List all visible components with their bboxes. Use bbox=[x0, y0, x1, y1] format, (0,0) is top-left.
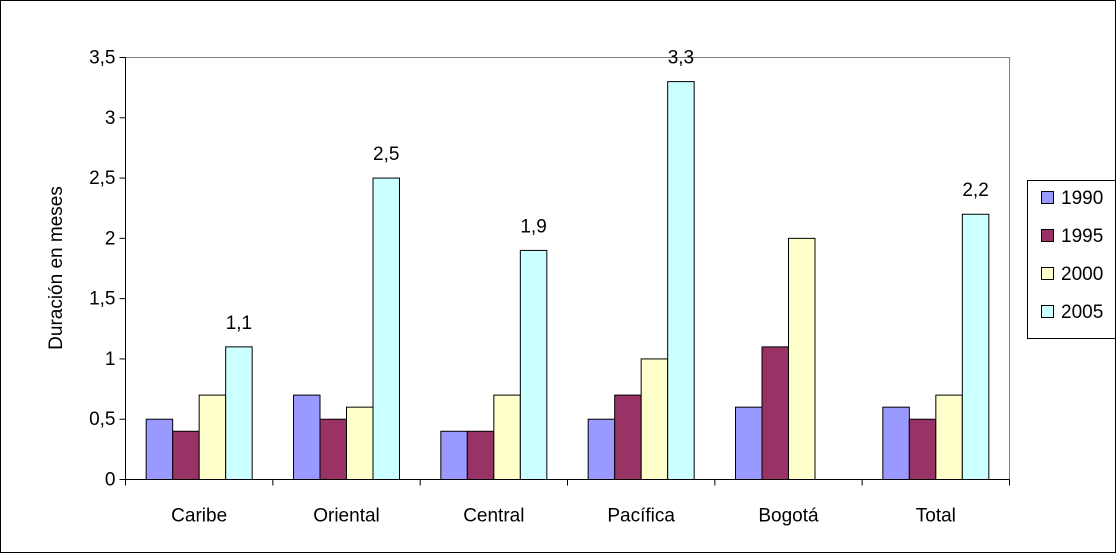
x-category-label: Oriental bbox=[313, 506, 380, 527]
bar-2005-oriental bbox=[373, 178, 400, 479]
x-category-label: Central bbox=[463, 506, 524, 527]
data-label: 2,5 bbox=[373, 144, 399, 165]
legend-label: 1995 bbox=[1061, 226, 1103, 247]
bar-2000-pacífica bbox=[641, 359, 668, 480]
x-category-label: Bogotá bbox=[758, 506, 819, 527]
bar-2005-caribe bbox=[226, 347, 253, 480]
bar-1990-total bbox=[883, 407, 910, 479]
bar-1990-caribe bbox=[146, 419, 173, 479]
x-category-label: Total bbox=[916, 506, 956, 527]
bar-1995-total bbox=[909, 419, 936, 479]
bar-2000-central bbox=[494, 395, 521, 479]
bar-2000-oriental bbox=[347, 407, 374, 479]
legend-label: 2005 bbox=[1061, 302, 1103, 323]
bar-1990-bogotá bbox=[736, 407, 763, 479]
bar-1995-bogotá bbox=[762, 347, 789, 480]
data-label: 2,2 bbox=[962, 180, 988, 201]
legend-swatch bbox=[1042, 192, 1054, 204]
bar-2005-central bbox=[520, 250, 547, 479]
y-tick-label: 2,5 bbox=[89, 168, 115, 189]
legend-label: 1990 bbox=[1061, 188, 1103, 209]
x-category-label: Pacífica bbox=[607, 506, 675, 527]
y-tick-label: 0 bbox=[105, 470, 116, 491]
bar-1995-central bbox=[467, 431, 494, 479]
y-tick-label: 1 bbox=[105, 349, 116, 370]
y-tick-label: 0,5 bbox=[89, 409, 115, 430]
bar-2000-bogotá bbox=[789, 238, 816, 479]
y-axis-title: Duración en meses bbox=[46, 186, 67, 350]
bar-1990-central bbox=[441, 431, 468, 479]
y-tick-label: 2 bbox=[105, 228, 116, 249]
bar-1990-oriental bbox=[294, 395, 321, 479]
bar-2000-total bbox=[936, 395, 963, 479]
bar-2005-total bbox=[962, 214, 989, 479]
bar-1995-oriental bbox=[320, 419, 347, 479]
legend-swatch bbox=[1042, 230, 1054, 242]
legend-label: 2000 bbox=[1061, 264, 1103, 285]
bar-1995-pacífica bbox=[615, 395, 642, 479]
x-category-label: Caribe bbox=[171, 506, 227, 527]
y-tick-label: 3,5 bbox=[89, 48, 115, 69]
bar-2005-pacífica bbox=[668, 82, 695, 480]
data-label: 1,9 bbox=[520, 216, 546, 237]
legend-swatch bbox=[1042, 268, 1054, 280]
bar-1995-caribe bbox=[173, 431, 200, 479]
legend-swatch bbox=[1042, 306, 1054, 318]
bar-1990-pacífica bbox=[588, 419, 615, 479]
y-tick-label: 3 bbox=[105, 108, 116, 129]
y-tick-label: 1,5 bbox=[89, 289, 115, 310]
data-label: 1,1 bbox=[226, 313, 252, 334]
plot-area bbox=[126, 58, 1010, 480]
data-label: 3,3 bbox=[668, 48, 694, 69]
bar-2000-caribe bbox=[199, 395, 226, 479]
